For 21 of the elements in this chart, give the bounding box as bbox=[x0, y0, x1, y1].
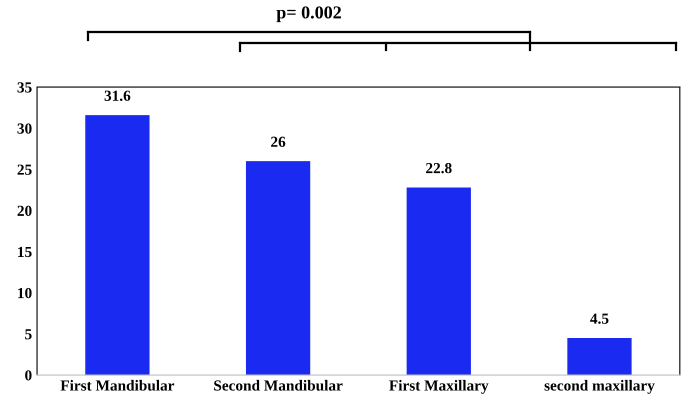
y-tick-label: 15 bbox=[18, 246, 32, 258]
data-label: 22.8 bbox=[426, 162, 452, 174]
y-tick-label: 35 bbox=[17, 82, 32, 93]
x-tick-label: First Maxillary bbox=[389, 380, 488, 394]
bar bbox=[246, 161, 310, 376]
data-label: 31.6 bbox=[104, 90, 130, 101]
y-tick-label: 5 bbox=[25, 329, 32, 340]
x-tick-label: Second Mandibular bbox=[214, 380, 342, 391]
data-label: 26 bbox=[271, 136, 286, 147]
data-label: 4.5 bbox=[590, 314, 608, 324]
y-tick-label: 30 bbox=[17, 123, 32, 134]
y-tick-label: 10 bbox=[18, 288, 32, 298]
bar bbox=[85, 115, 150, 376]
text: p= 0.002 bbox=[276, 6, 341, 22]
x-tick-label: second maxillary bbox=[544, 380, 655, 394]
y-tick-label: 20 bbox=[18, 206, 32, 216]
y-tick-label: 25 bbox=[18, 164, 32, 175]
bar bbox=[406, 187, 471, 376]
y-tick-label: 0 bbox=[25, 370, 32, 381]
bar bbox=[567, 338, 632, 376]
x-tick-label: First Mandibular bbox=[60, 380, 174, 391]
